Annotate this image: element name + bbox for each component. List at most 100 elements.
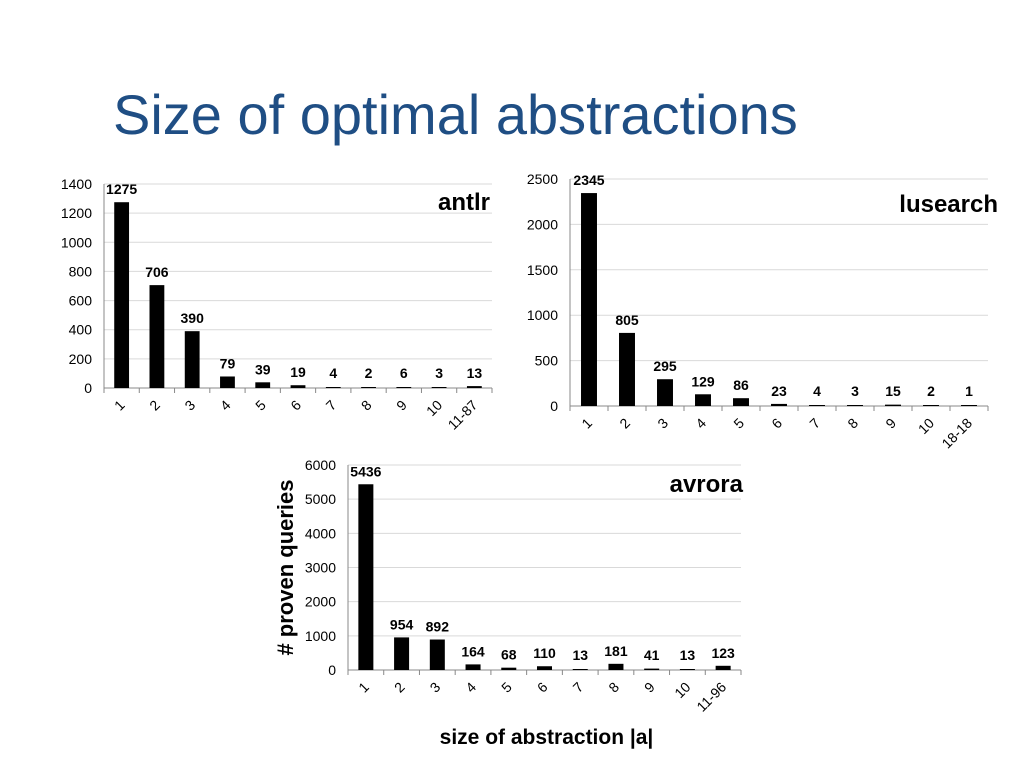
y-tick-label: 800 (69, 263, 93, 279)
data-label: 1 (965, 383, 973, 399)
y-tick-label: 0 (84, 380, 92, 396)
data-label: 892 (426, 619, 450, 635)
x-tick-label: 1 (355, 679, 372, 696)
bar (572, 669, 588, 670)
chart-title: avrora (670, 471, 744, 498)
data-label: 6 (400, 365, 408, 381)
data-label: 13 (572, 647, 588, 663)
x-tick-label: 8 (605, 679, 622, 696)
bar (771, 403, 787, 406)
x-axis-title: size of abstraction |a| (440, 726, 654, 749)
data-label: 41 (644, 647, 660, 663)
y-tick-label: 2000 (305, 594, 336, 610)
data-label: 954 (390, 616, 414, 632)
bar (358, 484, 374, 670)
y-tick-label: 3000 (305, 560, 336, 576)
data-label: 1275 (106, 181, 137, 197)
bar (715, 665, 731, 670)
bar (431, 387, 447, 388)
data-label: 19 (290, 364, 306, 380)
bar (361, 387, 376, 388)
bar (396, 387, 412, 388)
x-tick-label: 4 (462, 679, 479, 696)
y-tick-label: 500 (535, 353, 559, 369)
y-tick-label: 1200 (61, 205, 92, 221)
bar (657, 379, 673, 406)
bar (325, 387, 341, 388)
data-label: 181 (604, 643, 628, 659)
data-label: 390 (181, 310, 205, 326)
data-label: 86 (733, 377, 749, 393)
data-label: 13 (680, 647, 696, 663)
x-tick-label: 11-96 (693, 679, 729, 715)
y-tick-label: 2000 (527, 216, 558, 232)
slide-title: Size of optimal abstractions (113, 83, 798, 146)
data-label: 295 (653, 358, 677, 374)
data-label: 110 (533, 645, 556, 661)
x-tick-label: 10 (671, 679, 693, 701)
data-label: 129 (691, 373, 715, 389)
bar (923, 405, 939, 406)
y-tick-label: 6000 (305, 457, 336, 473)
x-tick-label: 6 (534, 679, 551, 696)
bar (466, 386, 482, 388)
bar (608, 663, 624, 670)
x-tick-label: 2 (391, 679, 408, 696)
y-tick-label: 600 (69, 293, 93, 309)
data-label: 68 (501, 647, 517, 663)
y-tick-label: 200 (69, 351, 93, 367)
x-tick-label: 7 (570, 679, 587, 696)
y-tick-label: 0 (328, 662, 336, 678)
y-axis-title: # proven queries (273, 479, 298, 655)
bar (429, 639, 445, 670)
data-label: 23 (771, 383, 787, 399)
y-tick-label: 0 (550, 398, 558, 414)
bar (847, 405, 863, 406)
data-label: 13 (467, 365, 483, 381)
y-tick-label: 1000 (305, 628, 336, 644)
x-tick-label: 5 (498, 679, 515, 696)
bar (536, 666, 553, 670)
bar (679, 669, 695, 670)
bar (644, 668, 660, 670)
data-label: 805 (615, 312, 639, 328)
bar (619, 332, 635, 406)
data-label: 2345 (573, 172, 604, 188)
chart-title: antlr (438, 189, 490, 216)
bar (184, 331, 200, 388)
y-tick-label: 4000 (305, 525, 336, 541)
y-tick-label: 1400 (61, 176, 92, 192)
data-label: 706 (145, 264, 169, 280)
data-label: 5436 (350, 463, 381, 479)
bar (961, 405, 977, 406)
y-tick-label: 1000 (527, 307, 558, 323)
bar (114, 202, 130, 388)
data-label: 39 (255, 361, 271, 377)
bar (220, 376, 235, 388)
data-label: 2 (365, 365, 373, 381)
y-tick-label: 5000 (305, 491, 336, 507)
bar (809, 405, 825, 406)
data-label: 2 (927, 383, 935, 399)
x-tick-label: 3 (427, 679, 444, 696)
data-label: 4 (329, 365, 337, 381)
y-tick-label: 1000 (61, 234, 92, 250)
data-label: 3 (435, 365, 443, 381)
data-label: 15 (885, 383, 901, 399)
bar (394, 637, 410, 670)
y-tick-label: 2500 (527, 171, 558, 187)
data-label: 164 (461, 643, 485, 659)
y-tick-label: 1500 (527, 262, 558, 278)
bar (255, 382, 271, 388)
data-label: 123 (711, 645, 735, 661)
data-label: 4 (813, 383, 821, 399)
bar (885, 404, 901, 406)
bar (695, 394, 711, 406)
y-tick-label: 400 (69, 322, 93, 338)
bar (501, 667, 517, 670)
data-label: 79 (220, 355, 236, 371)
chart-title: lusearch (899, 191, 998, 218)
